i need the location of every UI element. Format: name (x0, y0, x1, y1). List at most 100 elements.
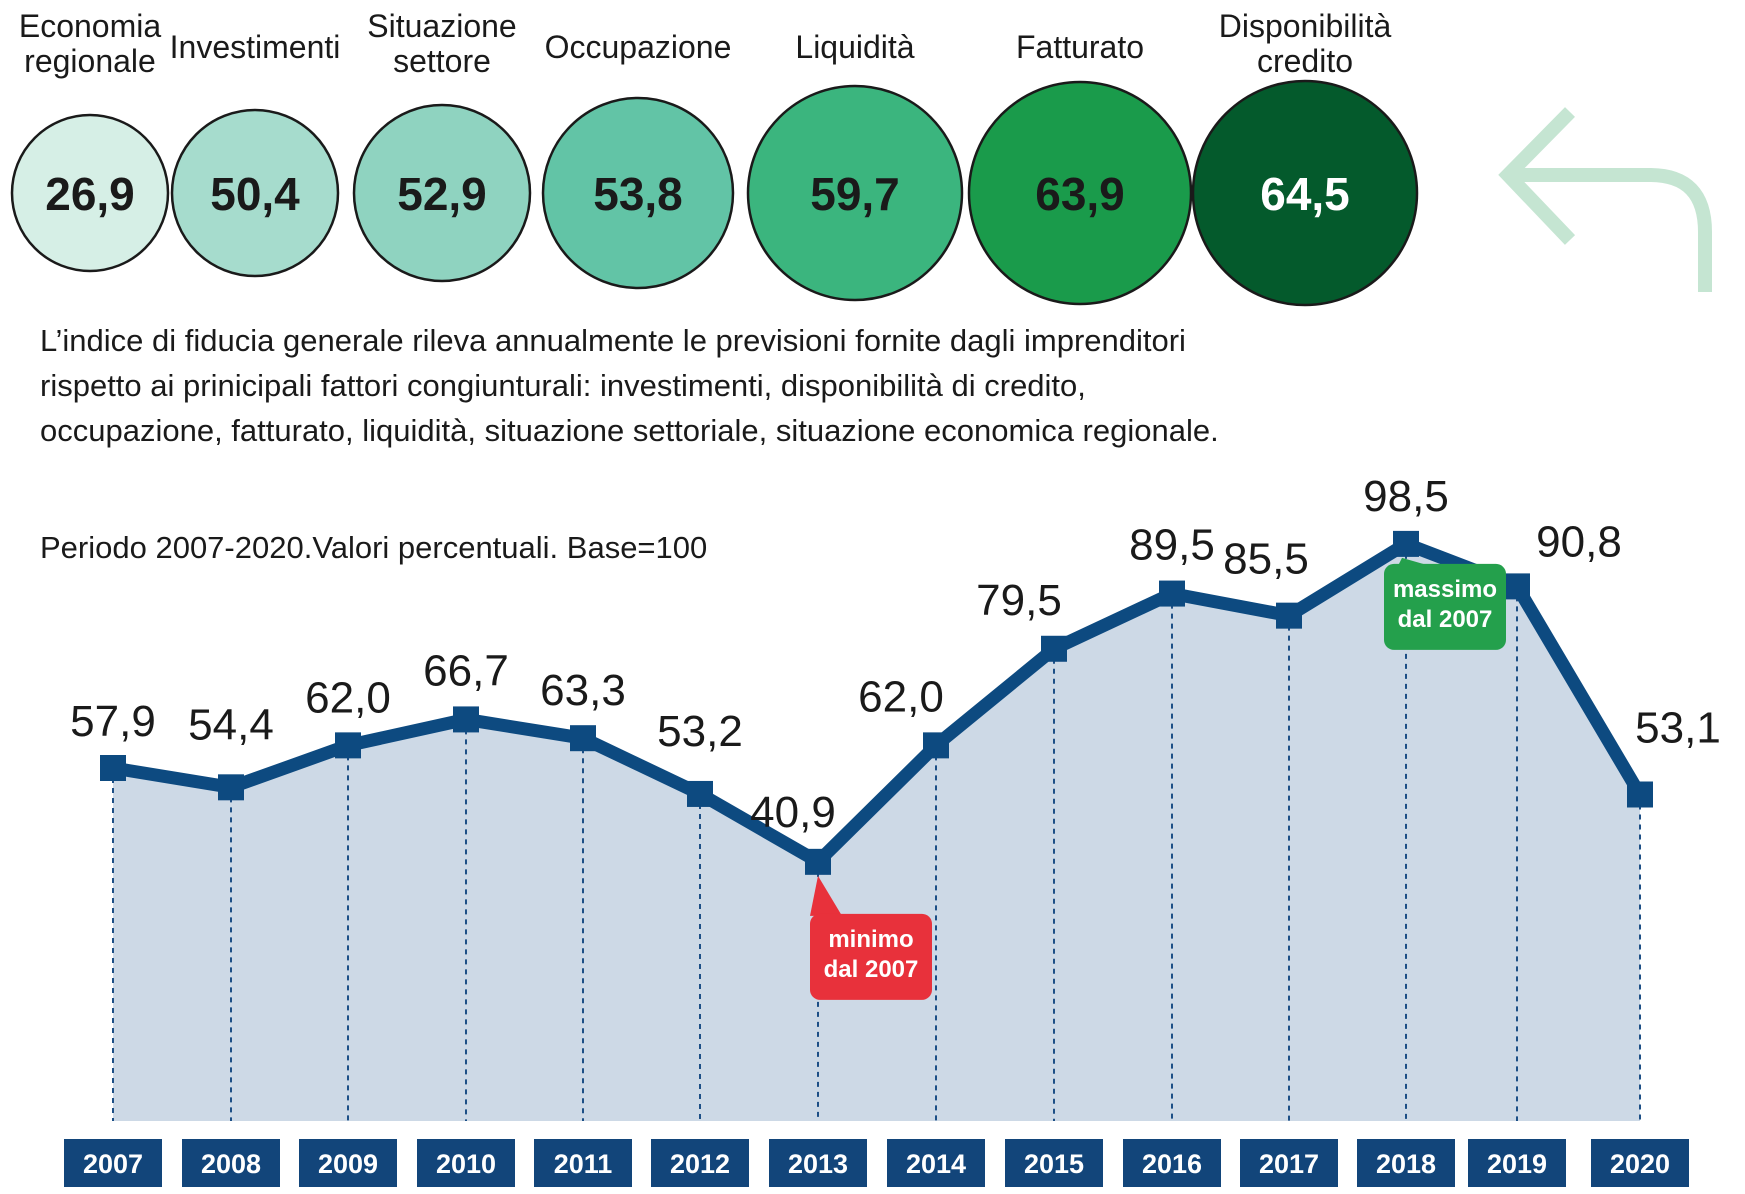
year-text: 2016 (1142, 1149, 1202, 1179)
value-label-2014: 62,0 (858, 672, 944, 721)
callout-box (1384, 563, 1506, 650)
value-label-2020: 53,1 (1635, 703, 1721, 752)
callout-text: minimo (828, 926, 913, 953)
indicator-value: 64,5 (1260, 168, 1350, 220)
year-box (769, 1139, 867, 1187)
year-text: 2014 (906, 1149, 966, 1179)
value-label-2007: 57,9 (70, 697, 156, 746)
year-box (417, 1139, 515, 1187)
year-box (299, 1139, 397, 1187)
year-label-2008: 2008 (182, 1139, 280, 1187)
description-line-2: rispetto ai prinicipali fattori congiunt… (40, 368, 1086, 403)
indicator-bubble (541, 96, 735, 290)
value-label-2013: 40,9 (750, 788, 836, 837)
year-box (1357, 1139, 1455, 1187)
indicator-2: 50,4 Investimenti (170, 29, 341, 278)
year-label-2007: 2007 (64, 1139, 162, 1187)
series-line (111, 536, 1646, 870)
year-box (534, 1139, 632, 1187)
indicator-bubble (967, 80, 1193, 306)
value-label-2017: 85,5 (1223, 535, 1309, 584)
year-label-2017: 2017 (1240, 1139, 1338, 1187)
data-point-2010 (453, 706, 479, 733)
indicator-4: 53,8 Occupazione (541, 29, 735, 290)
year-text: 2010 (436, 1149, 496, 1179)
indicator-value: 52,9 (397, 168, 487, 220)
year-text: 2018 (1376, 1149, 1436, 1179)
callout-maximum: massimo dal 2007 (1384, 557, 1506, 650)
indicator-label: Disponibilità (1219, 8, 1392, 44)
data-point-2014 (923, 732, 949, 759)
callout-box (810, 913, 932, 1000)
year-text: 2012 (670, 1149, 730, 1179)
callout-text: dal 2007 (1398, 606, 1493, 633)
year-text: 2007 (83, 1149, 143, 1179)
year-text: 2017 (1259, 1149, 1319, 1179)
indicator-label: credito (1257, 43, 1353, 79)
value-label-2012: 53,2 (657, 707, 743, 756)
year-label-2015: 2015 (1005, 1139, 1103, 1187)
data-point-2012 (687, 780, 713, 807)
indicator-label: regionale (24, 43, 156, 79)
indicator-bubble (746, 84, 964, 302)
indicator-label: Investimenti (170, 29, 341, 65)
description-line-3: occupazione, fatturato, liquidità, situa… (40, 413, 1219, 448)
indicator-bubble (352, 103, 532, 283)
indicator-bubble (10, 113, 170, 273)
data-point-2008 (218, 774, 244, 801)
year-label-2011: 2011 (534, 1139, 632, 1187)
data-point-2020 (1627, 781, 1653, 808)
indicator-6: 63,9 Fatturato (967, 29, 1193, 306)
indicator-label: Situazione (367, 8, 516, 44)
data-point-2018 (1393, 530, 1419, 557)
year-label-2013: 2013 (769, 1139, 867, 1187)
year-box (1240, 1139, 1338, 1187)
value-label-2009: 62,0 (305, 673, 391, 722)
data-point-2016 (1159, 580, 1185, 607)
year-text: 2015 (1024, 1149, 1084, 1179)
year-label-2018: 2018 (1357, 1139, 1455, 1187)
year-label-2010: 2010 (417, 1139, 515, 1187)
data-point-2009 (335, 732, 361, 759)
year-box (1591, 1139, 1689, 1187)
year-label-2012: 2012 (651, 1139, 749, 1187)
value-label-2019: 90,8 (1536, 517, 1622, 566)
year-text: 2009 (318, 1149, 378, 1179)
indicator-5: 59,7 Liquidità (746, 29, 964, 302)
data-point-2019 (1504, 573, 1530, 600)
data-point-2011 (570, 725, 596, 752)
value-label-2010: 66,7 (423, 646, 509, 695)
data-point-2015 (1041, 635, 1067, 662)
value-label-2011: 63,3 (540, 666, 626, 715)
year-label-2016: 2016 (1123, 1139, 1221, 1187)
data-point-2017 (1276, 602, 1302, 629)
area-fill (113, 543, 1640, 1121)
year-box (1468, 1139, 1566, 1187)
data-point-2013 (805, 848, 831, 875)
year-label-2009: 2009 (299, 1139, 397, 1187)
trend-line-chart: 57,9 54,4 62,0 66,7 63,3 53,240,9 62,0 79,5 89,5… (64, 472, 1721, 1187)
callout-minimum: minimo dal 2007 (810, 875, 932, 1000)
indicator-value: 53,8 (593, 168, 683, 220)
description: L’indice di fiducia generale rileva annu… (40, 323, 1219, 565)
year-text: 2008 (201, 1149, 261, 1179)
indicator-bubble (170, 108, 340, 278)
indicator-bubble (1191, 79, 1419, 307)
indicator-label: Economia (19, 8, 162, 44)
year-box (64, 1139, 162, 1187)
indicator-value: 59,7 (810, 168, 900, 220)
description-line-1: L’indice di fiducia generale rileva annu… (40, 323, 1186, 358)
indicator-label: settore (393, 43, 491, 79)
data-point-2007 (100, 755, 126, 781)
indicator-label: Occupazione (545, 29, 732, 65)
year-label-2014: 2014 (887, 1139, 985, 1187)
indicator-label: Liquidità (795, 29, 914, 65)
indicator-value: 26,9 (45, 168, 135, 220)
indicator-value: 50,4 (210, 168, 300, 220)
value-label-2015: 79,5 (976, 576, 1062, 625)
year-box (1005, 1139, 1103, 1187)
